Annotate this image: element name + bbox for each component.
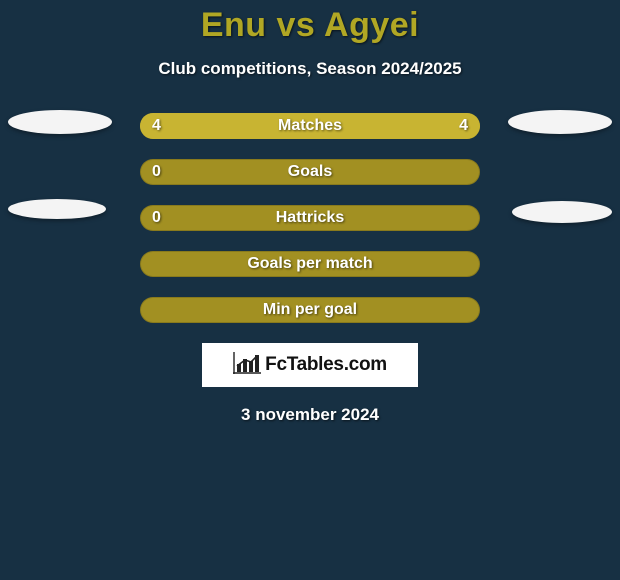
stat-label: Hattricks bbox=[276, 209, 344, 227]
stat-row: Matches 4 4 bbox=[0, 113, 620, 139]
stat-value-left: 0 bbox=[152, 163, 161, 181]
player-marker-right bbox=[508, 110, 612, 134]
stat-label: Min per goal bbox=[263, 301, 357, 319]
stat-pill: Matches bbox=[140, 113, 480, 139]
stat-value-left: 0 bbox=[152, 209, 161, 227]
player-marker-left bbox=[8, 110, 112, 134]
stat-row: Hattricks 0 bbox=[0, 205, 620, 231]
date-text: 3 november 2024 bbox=[0, 405, 620, 425]
stat-label: Matches bbox=[278, 117, 342, 135]
stat-pill: Hattricks bbox=[140, 205, 480, 231]
page-title: Enu vs Agyei bbox=[0, 6, 620, 45]
stat-pill: Min per goal bbox=[140, 297, 480, 323]
logo-box: FcTables.com bbox=[202, 343, 418, 387]
bar-chart-icon bbox=[233, 352, 261, 379]
stat-label: Goals per match bbox=[247, 255, 372, 273]
stat-value-right: 4 bbox=[459, 117, 468, 135]
stat-row: Goals 0 bbox=[0, 159, 620, 185]
stat-pill: Goals per match bbox=[140, 251, 480, 277]
logo-text: FcTables.com bbox=[265, 354, 387, 376]
stat-rows: Matches 4 4 Goals 0 Hattricks 0 Goals per match… bbox=[0, 113, 620, 323]
stat-row: Min per goal bbox=[0, 297, 620, 323]
stat-value-left: 4 bbox=[152, 117, 161, 135]
comparison-infographic: Enu vs Agyei Club competitions, Season 2… bbox=[0, 0, 620, 580]
page-subtitle: Club competitions, Season 2024/2025 bbox=[0, 59, 620, 79]
stat-row: Goals per match bbox=[0, 251, 620, 277]
stat-pill: Goals bbox=[140, 159, 480, 185]
stat-label: Goals bbox=[288, 163, 332, 181]
